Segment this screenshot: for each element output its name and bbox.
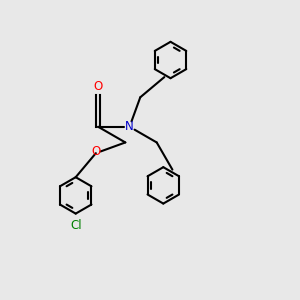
Text: O: O	[94, 80, 103, 93]
Text: N: N	[125, 120, 134, 133]
Text: Cl: Cl	[70, 219, 82, 232]
Text: O: O	[91, 145, 101, 158]
